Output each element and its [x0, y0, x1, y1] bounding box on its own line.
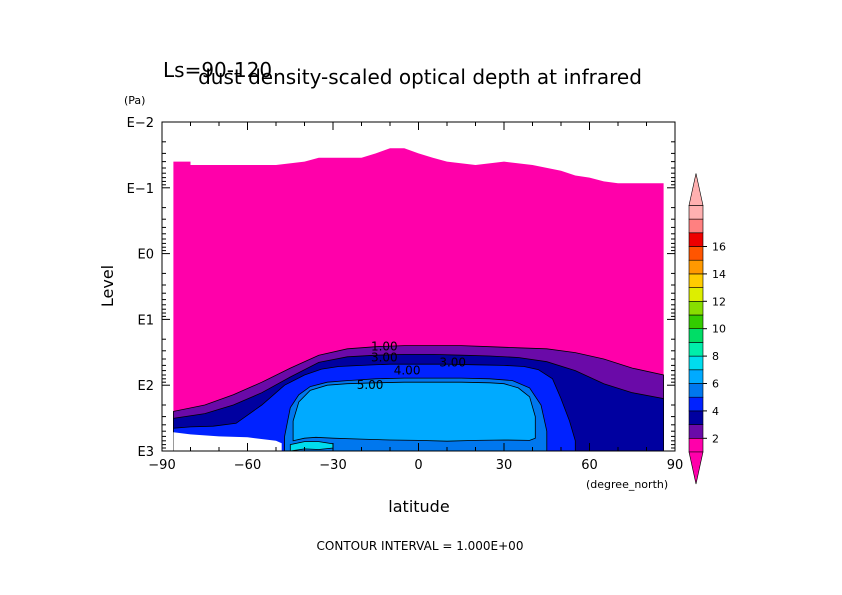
- y-axis-label: Level: [98, 265, 117, 307]
- colorbar-segment: [688, 328, 704, 343]
- y-unit-label: (Pa): [124, 94, 145, 107]
- colorbar-tick-label: 10: [712, 323, 726, 336]
- colorbar-segment: [688, 218, 704, 234]
- x-tick-label: 30: [496, 458, 513, 473]
- y-tick-label: E0: [138, 248, 155, 263]
- colorbar-tick-label: 12: [712, 295, 726, 308]
- colorbar-segment: [688, 383, 704, 398]
- chart-title: dust density-scaled optical depth at inf…: [198, 65, 642, 89]
- y-tick-label: E1: [138, 313, 155, 328]
- contour-label: 1.00: [371, 340, 398, 354]
- colorbar-segment: [688, 232, 704, 247]
- colorbar-segment: [688, 314, 704, 329]
- x-axis-label: latitude: [388, 497, 449, 516]
- colorbar-segment: [688, 342, 704, 357]
- colorbar-bottom-triangle: [688, 451, 704, 485]
- contour-label: 3.00: [371, 351, 398, 365]
- colorbar-segment: [688, 300, 704, 316]
- contour-interval-footer: CONTOUR INTERVAL = 1.000E+00: [317, 539, 524, 553]
- colorbar-tick-label: 14: [712, 268, 726, 281]
- colorbar-segment: [688, 437, 704, 453]
- colorbar-segment: [688, 273, 704, 288]
- colorbar-segment: [688, 287, 704, 302]
- axes: −90 −60 −30 0 30 60 90 E−2 E−1 E0 E1 E2 E3: [127, 116, 684, 473]
- colorbar-tick-label: 4: [712, 405, 719, 418]
- colorbar-segment: [688, 205, 704, 220]
- contour-label: 5.00: [357, 378, 384, 392]
- colorbar-tick-label: 6: [712, 378, 719, 391]
- filled-contours: [172, 148, 664, 452]
- colorbar-tick-label: 8: [712, 350, 719, 363]
- x-tick-label: 90: [667, 458, 684, 473]
- y-tick-label: E−2: [127, 116, 154, 131]
- colorbar-segment: [688, 259, 704, 275]
- colorbar-segment: [688, 424, 704, 439]
- colorbar-segment: [688, 369, 704, 384]
- y-tick-label: E−1: [127, 182, 154, 197]
- x-tick-label: −30: [319, 458, 346, 473]
- contour-region-5-6: [292, 381, 536, 442]
- colorbar-segment: [688, 355, 704, 371]
- colorbar-segment: [688, 396, 704, 412]
- y-tick-label: E2: [138, 379, 155, 394]
- contour-label: 3.00: [439, 355, 466, 369]
- x-tick-label: 60: [581, 458, 598, 473]
- x-unit-label: (degree_north): [586, 478, 668, 491]
- y-tick-label: E3: [138, 445, 155, 460]
- contour-region-0-1: [173, 148, 664, 412]
- chart-subtitle: Ls=90-120: [163, 58, 272, 82]
- contour-label: 4.00: [394, 364, 421, 378]
- colorbar-tick-label: 2: [712, 432, 719, 445]
- colorbar: 2 4 6 8 10 12 14 16: [688, 173, 726, 485]
- colorbar-tick-label: 16: [712, 241, 726, 254]
- colorbar-top-triangle: [688, 173, 704, 206]
- colorbar-segment: [688, 410, 704, 425]
- x-tick-label: 0: [414, 458, 422, 473]
- x-tick-label: −60: [234, 458, 261, 473]
- contour-labels: 1.003.00 3.004.005.00: [357, 340, 466, 392]
- x-tick-label: −90: [148, 458, 175, 473]
- masked-region-0: [173, 432, 294, 451]
- colorbar-segment: [688, 246, 704, 261]
